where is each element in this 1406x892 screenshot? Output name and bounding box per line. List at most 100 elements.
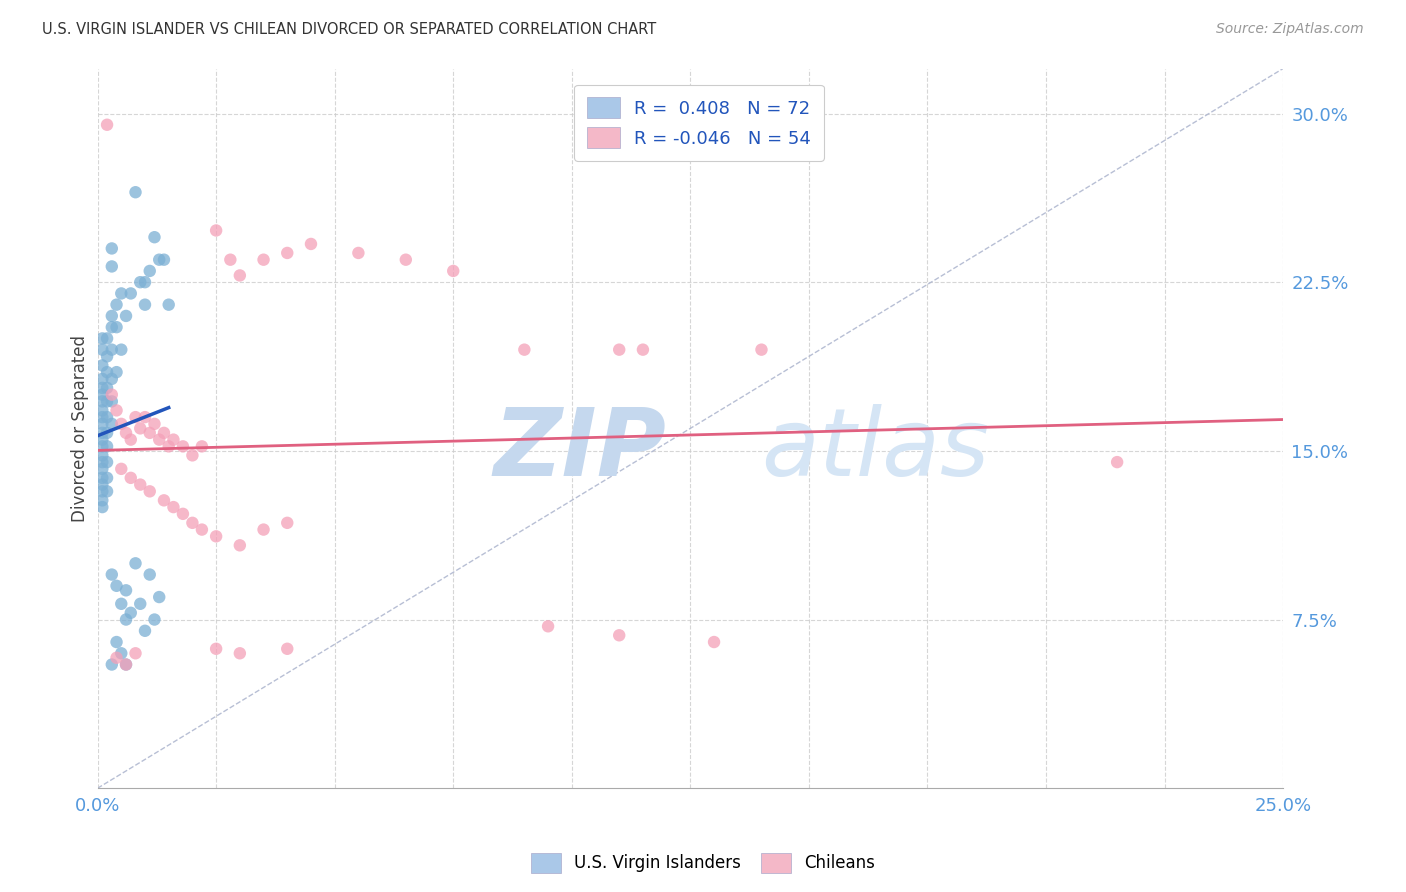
Point — [129, 275, 152, 289]
Point — [105, 650, 128, 665]
Point — [96, 381, 118, 395]
Point — [607, 628, 630, 642]
Point — [172, 439, 194, 453]
Point — [229, 538, 252, 552]
Legend: U.S. Virgin Islanders, Chileans: U.S. Virgin Islanders, Chileans — [524, 847, 882, 880]
Point — [101, 657, 124, 672]
Point — [134, 624, 156, 638]
Point — [101, 567, 124, 582]
Point — [115, 657, 138, 672]
Point — [101, 260, 124, 274]
Point — [129, 421, 152, 435]
Point — [153, 493, 176, 508]
Point — [120, 433, 142, 447]
Point — [101, 309, 124, 323]
Point — [91, 484, 114, 499]
Point — [105, 579, 128, 593]
Point — [91, 331, 114, 345]
Point — [115, 583, 138, 598]
Point — [751, 343, 773, 357]
Point — [513, 343, 536, 357]
Point — [101, 343, 124, 357]
Point — [607, 343, 630, 357]
Point — [276, 516, 298, 530]
Point — [115, 613, 138, 627]
Text: U.S. VIRGIN ISLANDER VS CHILEAN DIVORCED OR SEPARATED CORRELATION CHART: U.S. VIRGIN ISLANDER VS CHILEAN DIVORCED… — [42, 22, 657, 37]
Point — [134, 410, 156, 425]
Point — [162, 500, 184, 514]
Point — [153, 252, 176, 267]
Point — [124, 646, 146, 660]
Point — [110, 417, 132, 431]
Text: Source: ZipAtlas.com: Source: ZipAtlas.com — [1216, 22, 1364, 37]
Point — [299, 236, 322, 251]
Y-axis label: Divorced or Separated: Divorced or Separated — [72, 334, 89, 522]
Point — [110, 343, 132, 357]
Point — [115, 425, 138, 440]
Point — [91, 493, 114, 508]
Point — [96, 425, 118, 440]
Point — [96, 439, 118, 453]
Point — [96, 118, 118, 132]
Point — [134, 298, 156, 312]
Point — [129, 597, 152, 611]
Point — [96, 410, 118, 425]
Point — [120, 471, 142, 485]
Point — [181, 516, 204, 530]
Point — [91, 433, 114, 447]
Point — [91, 359, 114, 373]
Point — [172, 507, 194, 521]
Point — [91, 455, 114, 469]
Point — [101, 394, 124, 409]
Point — [120, 286, 142, 301]
Point — [101, 387, 124, 401]
Point — [91, 394, 114, 409]
Point — [347, 246, 370, 260]
Point — [148, 252, 170, 267]
Point — [219, 252, 242, 267]
Point — [101, 372, 124, 386]
Point — [105, 298, 128, 312]
Point — [703, 635, 725, 649]
Point — [205, 223, 228, 237]
Point — [96, 455, 118, 469]
Point — [91, 500, 114, 514]
Point — [91, 477, 114, 491]
Point — [134, 275, 156, 289]
Point — [91, 439, 114, 453]
Point — [105, 635, 128, 649]
Point — [229, 646, 252, 660]
Point — [252, 523, 274, 537]
Point — [91, 403, 114, 417]
Point — [105, 320, 128, 334]
Point — [124, 410, 146, 425]
Point — [91, 462, 114, 476]
Point — [96, 365, 118, 379]
Point — [157, 298, 180, 312]
Point — [143, 417, 166, 431]
Point — [105, 365, 128, 379]
Point — [395, 252, 418, 267]
Point — [101, 417, 124, 431]
Point — [91, 343, 114, 357]
Point — [276, 246, 298, 260]
Point — [157, 439, 180, 453]
Point — [205, 641, 228, 656]
Point — [143, 230, 166, 244]
Point — [96, 331, 118, 345]
Point — [1107, 455, 1129, 469]
Point — [138, 264, 160, 278]
Point — [110, 462, 132, 476]
Text: ZIP: ZIP — [494, 404, 666, 496]
Point — [191, 523, 214, 537]
Point — [143, 613, 166, 627]
Point — [631, 343, 654, 357]
Point — [148, 590, 170, 604]
Point — [138, 567, 160, 582]
Point — [110, 597, 132, 611]
Point — [91, 417, 114, 431]
Point — [129, 477, 152, 491]
Point — [115, 309, 138, 323]
Point — [124, 185, 146, 199]
Point — [276, 641, 298, 656]
